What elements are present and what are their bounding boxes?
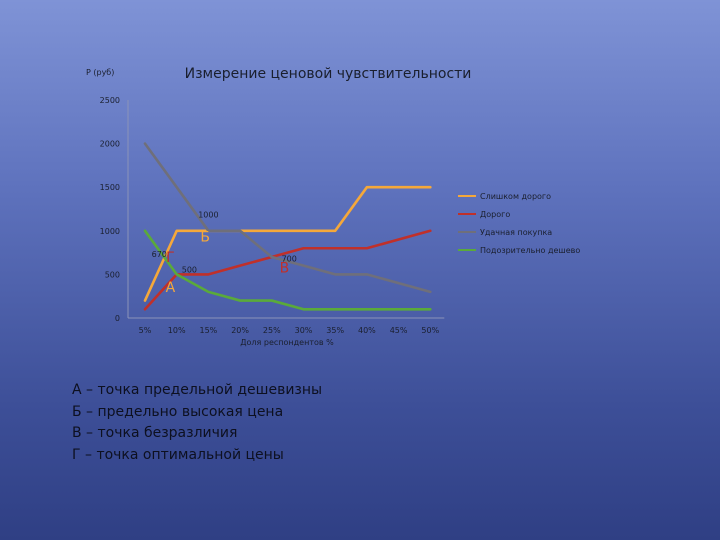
legend-entry: Удачная покупка [480,228,552,237]
y-tick-label: 2000 [100,140,120,149]
legend-entry: Дорого [480,210,510,219]
x-tick-label: 25% [263,326,281,335]
note-point-v: В – точка безразличия [72,425,238,441]
x-tick-label: 40% [358,326,376,335]
axes: 0 500 1000 1500 2000 2500 5% 10% 15% 20% 25% 30% 35%… [100,96,445,335]
point-letter: Б [200,229,210,245]
legend: Слишком дорого Дорого Удачная покупка Подоз… [458,192,580,255]
x-tick-label: 50% [421,326,439,335]
legend-entry: Слишком дорого [480,192,551,201]
x-tick-label: 10% [168,326,186,335]
y-tick-label: 1500 [100,183,120,192]
series-lines [143,142,432,311]
note-point-a: А – точка предельной дешевизны [72,382,323,398]
x-tick-label: 5% [139,326,152,335]
chart-title: Измерение ценовой чувствительности [185,66,472,82]
data-label: 700 [282,254,297,263]
y-tick-label: 2500 [100,96,120,105]
annotations: 1000 670 500 700 ГА Б В [152,211,297,296]
legend-entry: Подозрительно дешево [480,246,580,255]
series-line-3 [143,142,432,294]
x-tick-label: 15% [200,326,218,335]
data-label: 1000 [198,211,218,220]
series-line-4 [143,229,432,311]
y-axis-label: Р (руб) [86,68,114,77]
x-tick-label: 20% [231,326,249,335]
point-definitions: А – точка предельной дешевизны Б – преде… [72,380,322,466]
x-axis-label: Доля респондентов % [240,338,334,347]
x-tick-label: 35% [326,326,344,335]
point-letter: А [166,280,176,296]
data-label: 670 [152,250,167,259]
y-tick-label: 1000 [100,227,120,236]
y-tick-label: 500 [105,270,120,279]
series-line-2 [143,229,432,311]
point-letter: Г [166,250,175,266]
series-line-1 [143,185,432,302]
note-point-b: Б – предельно высокая цена [72,403,284,420]
point-letter: В [280,261,290,277]
data-label: 500 [182,266,197,275]
note-point-g: Г – точка оптимальной цены [72,446,284,463]
y-tick-label: 0 [115,314,120,323]
x-tick-label: 45% [390,326,408,335]
x-tick-label: 30% [295,326,313,335]
